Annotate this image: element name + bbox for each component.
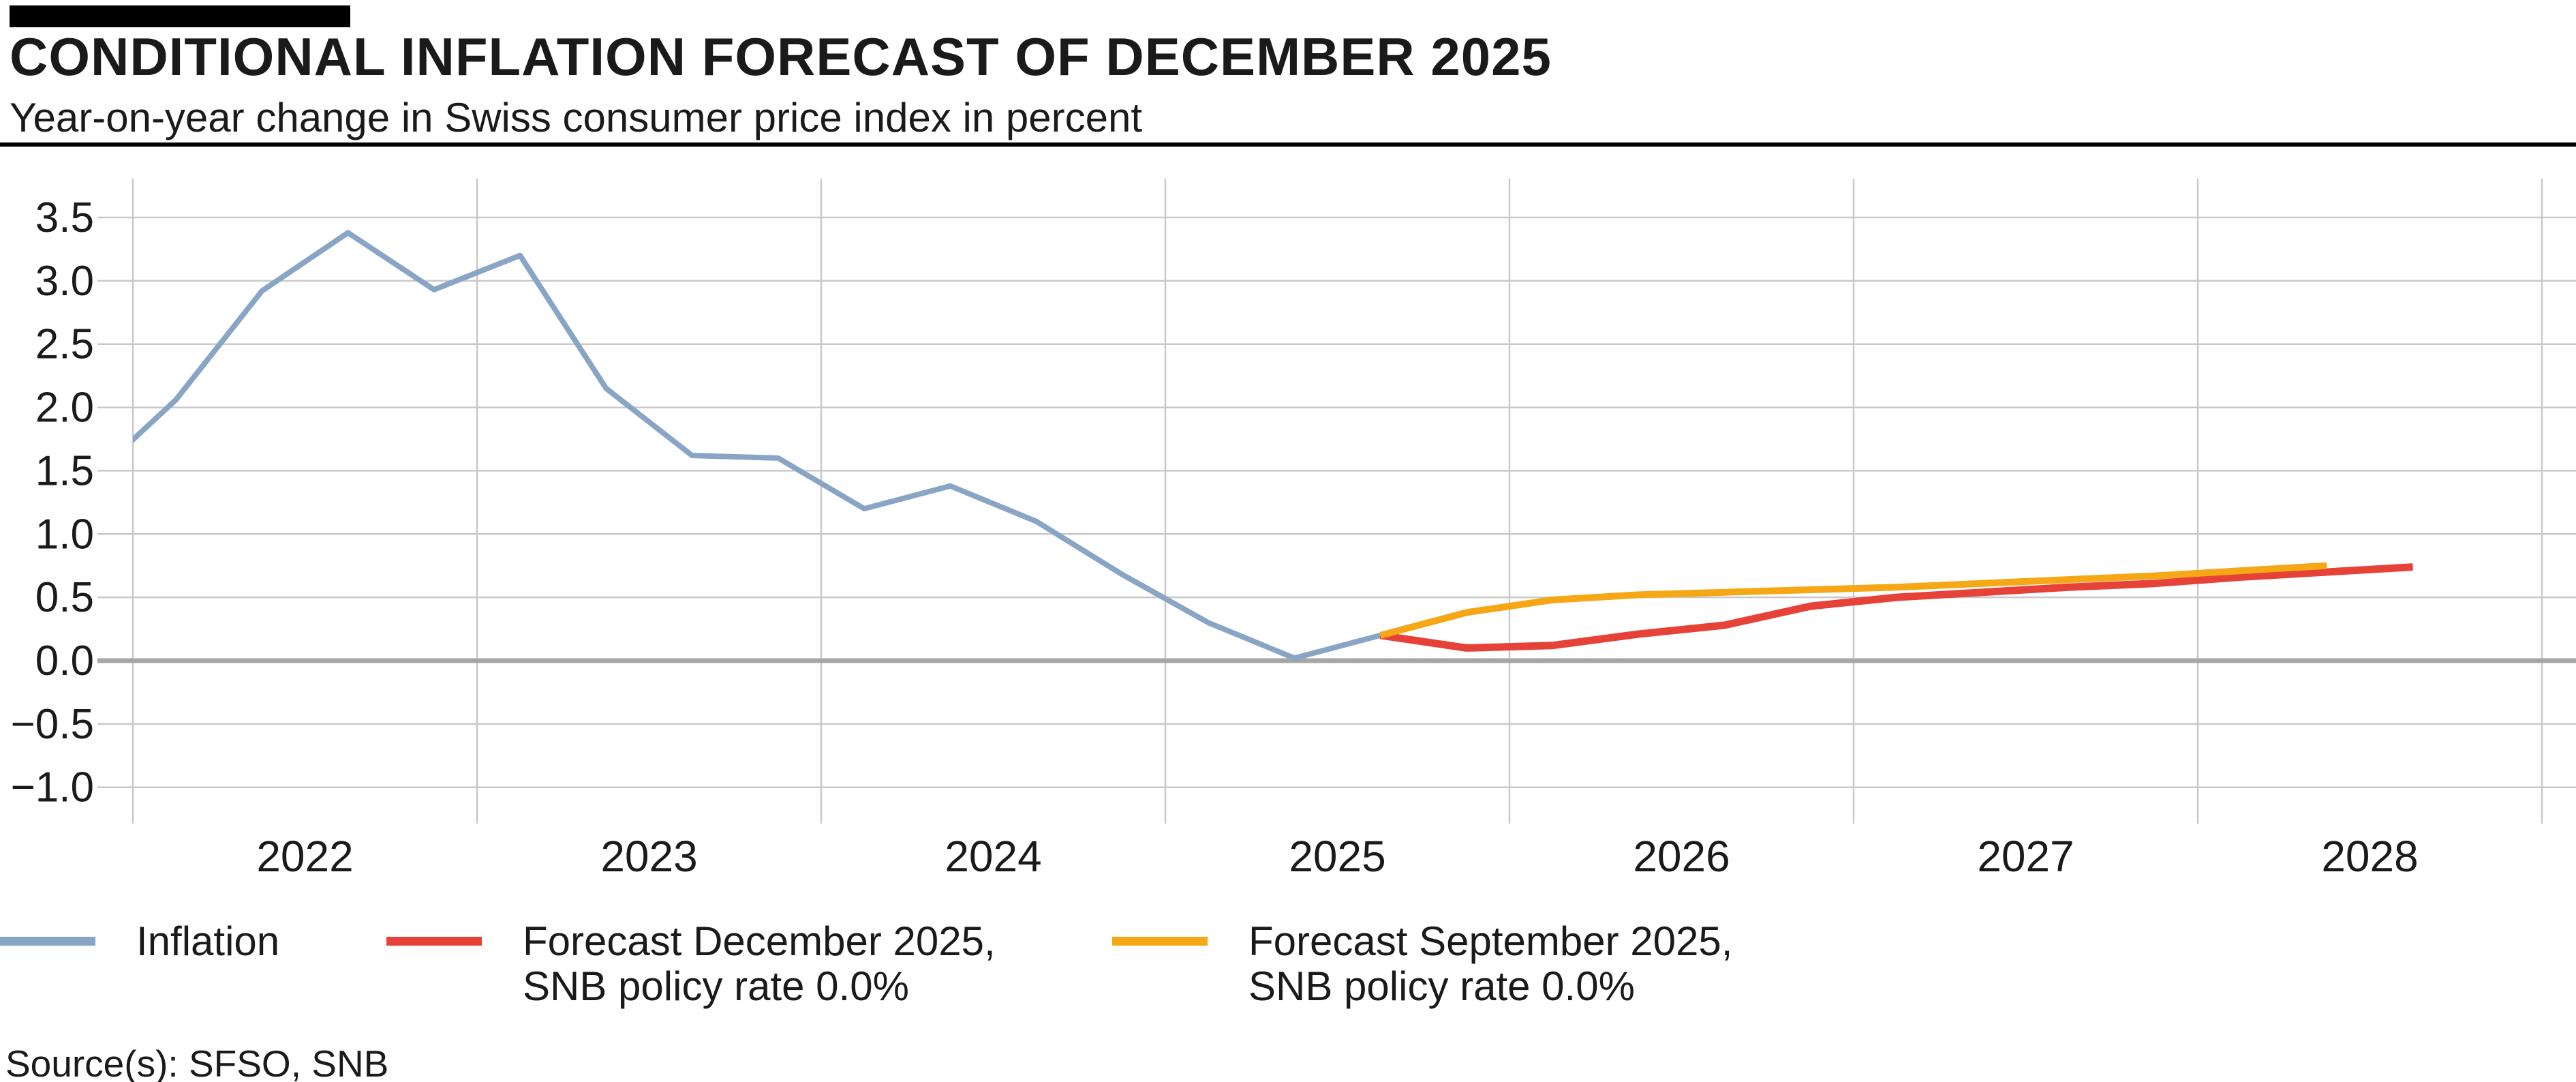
svg-text:0.5: 0.5 [35, 574, 94, 621]
svg-text:1.5: 1.5 [35, 447, 94, 494]
chart-title: CONDITIONAL INFLATION FORECAST OF DECEMB… [10, 27, 1552, 87]
svg-text:3.5: 3.5 [35, 194, 94, 241]
legend-label: Inflation [136, 918, 280, 964]
svg-text:2028: 2028 [2321, 832, 2418, 881]
legend-label: Forecast December 2025, [523, 918, 996, 964]
svg-text:2024: 2024 [945, 832, 1041, 881]
svg-text:2.5: 2.5 [35, 321, 94, 368]
source-note: Source(s): SFSO, SNB [5, 1042, 389, 1082]
chart-subtitle: Year-on-year change in Swiss consumer pr… [10, 95, 1142, 140]
svg-text:2023: 2023 [600, 832, 697, 881]
svg-text:−1.0: −1.0 [11, 764, 94, 811]
svg-text:0.0: 0.0 [35, 637, 94, 685]
header-divider [0, 142, 2576, 147]
legend-label: Forecast September 2025, [1248, 918, 1733, 964]
inflation-line-swatch [0, 937, 95, 946]
forecast-december-line-swatch [386, 937, 482, 946]
svg-text:3.0: 3.0 [35, 258, 94, 305]
svg-text:2022: 2022 [256, 832, 353, 881]
legend-item-forecast-september: Forecast September 2025, SNB policy rate… [1112, 919, 1732, 1009]
svg-text:2027: 2027 [1977, 832, 2074, 881]
legend-label-line2: SNB policy rate 0.0% [523, 963, 909, 1009]
forecast-september-line-swatch [1112, 937, 1208, 946]
chart-legend: Inflation Forecast December 2025, SNB po… [0, 919, 2576, 1028]
svg-text:1.0: 1.0 [35, 511, 94, 558]
legend-item-forecast-december: Forecast December 2025, SNB policy rate … [386, 919, 996, 1009]
svg-text:2026: 2026 [1633, 832, 1730, 881]
legend-label-line2: SNB policy rate 0.0% [1248, 963, 1635, 1009]
accent-bar [10, 5, 350, 27]
svg-text:−0.5: −0.5 [11, 701, 94, 748]
svg-text:2.0: 2.0 [35, 385, 94, 432]
legend-item-inflation: Inflation [0, 919, 279, 964]
svg-text:2025: 2025 [1289, 832, 1385, 881]
